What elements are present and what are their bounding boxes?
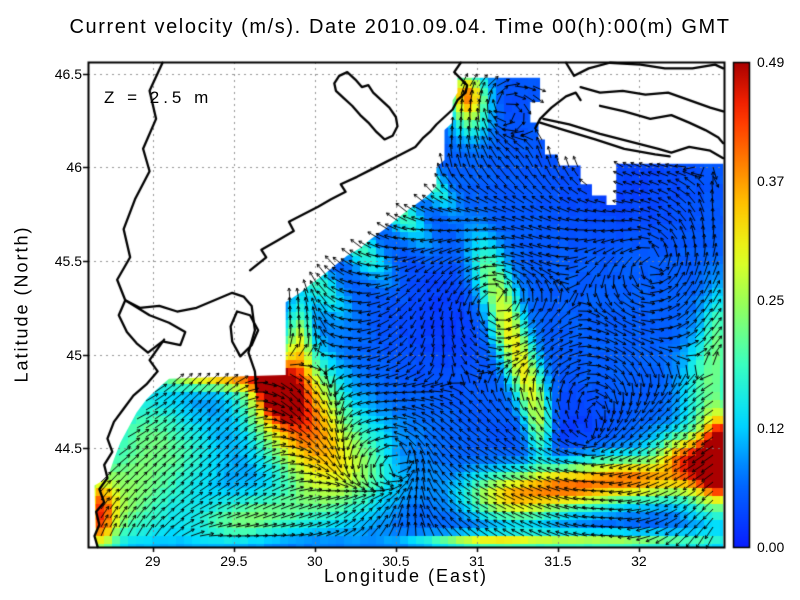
x-tick-label: 30.5 (382, 553, 410, 569)
x-tick-label: 29 (145, 553, 161, 569)
colorbar-tick-label: 0.25 (757, 291, 785, 308)
colorbar-tick-label: 0.49 (757, 54, 785, 70)
x-axis-label: Longitude (East) (323, 566, 489, 586)
chart-title: Current velocity (m/s). Date 2010.09.04.… (69, 16, 731, 38)
x-tick-label: 29.5 (220, 553, 248, 569)
x-tick-label: 30 (307, 553, 323, 569)
y-tick-label: 46 (66, 159, 82, 176)
y-tick-label: 46.5 (54, 65, 82, 82)
y-tick-label: 45.5 (54, 253, 82, 269)
y-tick-label: 45 (66, 346, 82, 363)
x-tick-label: 32 (631, 553, 647, 569)
x-tick-label: 31.5 (544, 553, 572, 569)
depth-annotation: Z = 2.5 m (104, 88, 213, 107)
colorbar-tick-label: 0.12 (757, 420, 785, 437)
x-tick-label: 31 (469, 553, 485, 569)
colorbar-tick-label: 0.00 (757, 539, 785, 555)
y-tick-label: 44.5 (54, 440, 82, 457)
colorbar-tick-label: 0.37 (757, 172, 785, 189)
